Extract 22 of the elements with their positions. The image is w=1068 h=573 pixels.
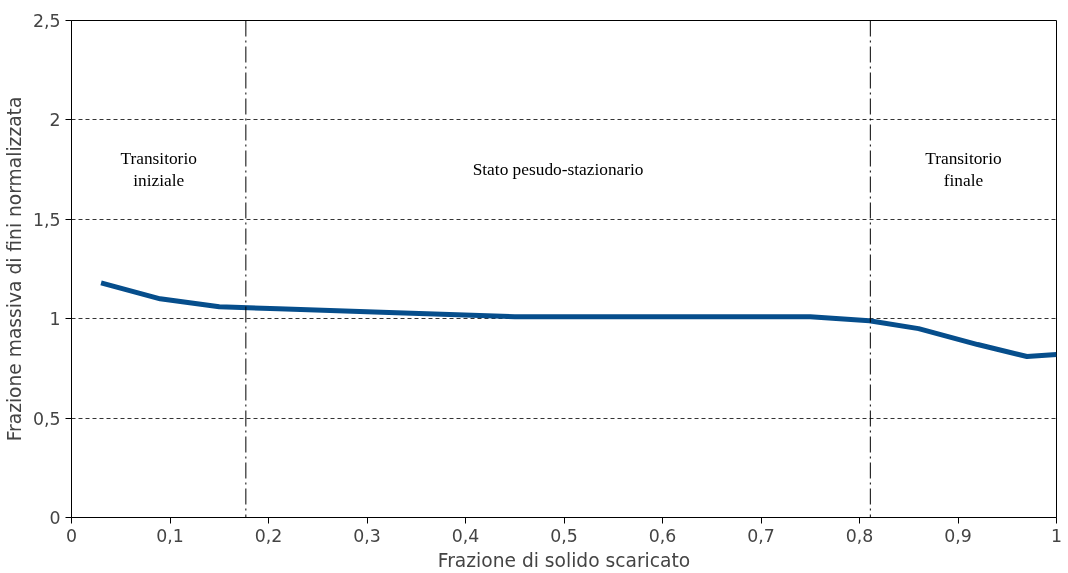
y-axis-title: Frazione massiva di fini normalizzata — [3, 96, 25, 442]
x-tick-label: 0,6 — [648, 525, 677, 546]
annotation: Transitorio iniziale — [120, 148, 197, 191]
x-tick-label: 0,2 — [254, 525, 283, 546]
x-tick-label: 0,3 — [353, 525, 381, 546]
x-tick-label: 0,9 — [944, 525, 972, 546]
x-tick-label: 1 — [1050, 525, 1063, 546]
x-axis-title: Frazione di solido scaricato — [437, 549, 691, 571]
x-tick-label: 0,5 — [550, 525, 578, 546]
annotation: Transitorio finale — [925, 148, 1002, 191]
x-tick-label: 0,8 — [845, 525, 874, 546]
y-tick-label: 0,5 — [32, 408, 61, 429]
x-tick-label: 0,4 — [451, 525, 480, 546]
y-tick-label: 1 — [49, 309, 61, 330]
y-tick-label: 0 — [49, 508, 61, 528]
x-tick-label: 0 — [65, 525, 78, 546]
y-tick-label: 2,5 — [32, 11, 61, 31]
annotation: Stato pesudo-stazionario — [472, 160, 644, 180]
x-tick-label: 0,1 — [156, 525, 184, 546]
y-tick-label: 2 — [49, 110, 61, 131]
x-tick-label: 0,7 — [747, 525, 775, 546]
y-tick-label: 1,5 — [32, 209, 61, 230]
